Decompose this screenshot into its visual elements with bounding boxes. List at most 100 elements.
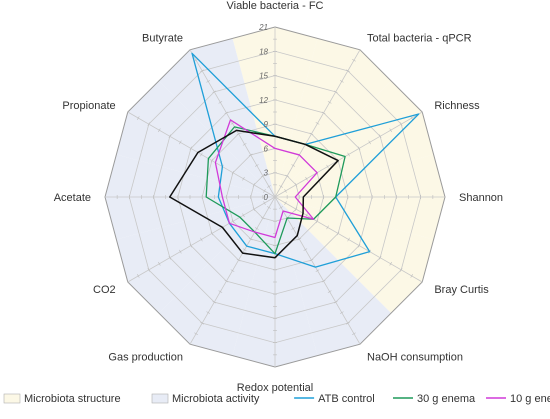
spoke-tick [327,101,332,104]
tick-label-15: 15 [259,72,268,81]
legend-item-atb-control: ATB control [294,393,375,405]
sector-microbiota-activity [116,80,275,197]
spoke-tick [321,279,326,283]
spoke-tick [336,231,340,236]
spoke-tick [230,269,235,272]
axis-labels: Viable bacteria - FC Total bacteria - qPC… [54,0,503,394]
legend-swatch-microbiota-activity [151,393,169,404]
spoke-tick [252,207,256,212]
spoke-tick [333,90,338,94]
axis-label-butyrate: Butyrate [142,33,183,45]
spoke-tick [263,201,266,205]
legend-item-30-g-enema: 30 g enema [393,393,476,405]
spoke-tick [333,300,338,304]
tick-label-12: 12 [259,96,268,105]
spoke-tick [321,111,326,115]
spoke-tick [189,243,193,248]
legend-item-microbiota-structure: Microbiota structure [3,393,121,405]
spoke-tick [347,237,350,242]
spoke-tick [158,128,161,133]
legend: Microbiota structure Microbiota activity A… [3,393,550,405]
spoke-tick [267,206,271,209]
series-lines [169,52,420,268]
spoke-tick [260,216,265,220]
spoke-tick [254,164,259,167]
spoke-tick [179,249,182,254]
spoke-tick [309,258,314,262]
tick-label-0: 0 [264,193,269,202]
legend-label-30-g-enema: 30 g enema [417,393,476,405]
spoke-tick [339,311,344,314]
series-10-g-enema [214,119,318,239]
spoke-tick [315,269,320,272]
tick-label-18: 18 [259,47,268,56]
spoke-tick [242,176,245,181]
spoke-tick [242,213,245,218]
spoke-tick [210,231,214,236]
spoke-tick [194,332,198,335]
legend-label-microbiota-activity: Microbiota activity [172,393,260,405]
tick-label-3: 3 [264,169,269,178]
spoke-tick [305,176,308,181]
spoke-tick [279,185,283,188]
spoke-tick [345,69,350,73]
axis-label-naoh-consumption: NaOH consumption [367,351,463,363]
axis-label-co2: CO2 [93,284,116,296]
spoke-tick [410,116,413,120]
spoke-tick [230,122,235,125]
series-capsule [169,129,339,259]
spoke-tick [284,189,287,193]
spoke-tick [218,290,223,293]
axis-label-shannon: Shannon [459,192,503,204]
spoke-tick [248,237,253,241]
spoke-tick [252,182,256,187]
spoke-tick [368,140,371,145]
spoke-tick [291,164,296,167]
spoke-tick [326,225,329,230]
spoke-tick [137,274,140,278]
spoke-tick [315,122,320,125]
spoke-tick [218,101,223,104]
axis-label-acetate: Acetate [54,192,91,204]
legend-label-microbiota-structure: Microbiota structure [24,393,121,405]
spoke-tick [315,219,319,224]
spoke-tick [285,174,290,178]
spoke-tick [399,122,403,127]
spoke-tick [224,279,229,283]
spoke-tick [210,158,214,163]
legend-label-atb-control: ATB control [318,393,375,405]
legend-item-10-g-enema: 10 g enema [486,393,550,405]
spoke-tick [297,237,302,241]
sector-microbiota-activity [158,38,275,197]
spoke-tick [168,255,172,260]
spoke-tick [326,164,329,169]
axis-label-richness: Richness [434,100,480,112]
spoke-tick [294,182,298,187]
spoke-tick [339,80,344,83]
spoke-tick [303,248,308,251]
spoke-tick [410,274,413,278]
spoke-tick [158,261,161,266]
axis-label-bray-curtis: Bray Curtis [434,284,489,296]
spoke-tick [291,227,296,230]
axis-label-total-bacteria-qpcr: Total bacteria - qPCR [367,33,472,45]
spoke-tick [212,90,217,94]
spoke-tick [231,170,235,175]
spoke-tick [242,143,247,146]
spoke-tick [260,174,265,178]
tick-label-9: 9 [264,120,269,129]
spoke-tick [327,290,332,293]
spoke-tick [168,134,172,139]
axis-label-gas-production: Gas production [108,351,183,363]
spoke-tick [279,206,283,209]
spoke-tick [378,134,382,139]
sector-microbiota-structure [275,80,434,197]
tick-label-6: 6 [264,144,269,153]
spoke-tick [137,116,140,120]
spoke-tick [345,321,350,325]
spoke-tick [267,185,271,188]
spoke-tick [200,69,205,73]
spoke-tick [254,227,259,230]
